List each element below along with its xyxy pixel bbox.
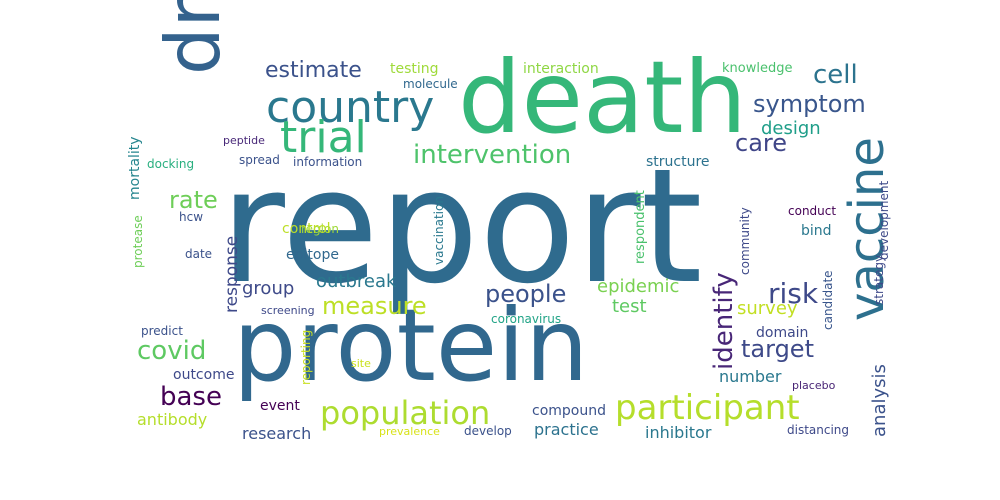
word-date: date [185,247,213,261]
word-respondent: respondent [633,190,648,264]
word-mortality: mortality [127,136,143,200]
word-target: target [741,335,814,363]
word-protease: protease [131,215,145,268]
word-protein: protein [233,287,589,404]
word-screening: screening [261,304,315,317]
word-distancing: distancing [787,423,850,437]
word-conduct: conduct [788,204,837,218]
word-bind: bind [801,223,832,239]
word-hcw: hcw [179,210,204,224]
word-test: test [612,296,647,317]
word-cloud: reportdeathproteindrugvaccinecountrytria… [125,0,895,445]
word-develop: develop [464,424,512,438]
word-inhibitor: inhibitor [645,423,712,442]
word-cell: cell [813,60,858,90]
word-placebo: placebo [792,379,836,392]
word-practice: practice [534,420,599,439]
word-development: development [877,180,891,260]
word-molecule: molecule [403,77,458,91]
word-structure: structure [646,154,710,170]
word-report: report [220,135,703,319]
word-outbreak: outbreak [316,271,397,292]
word-predict: predict [141,324,183,338]
word-outcome: outcome [173,367,235,383]
word-vaccination: vaccination [432,196,446,265]
word-compound: compound [532,403,606,419]
word-research: research [242,424,312,443]
word-number: number [719,367,782,386]
word-rate: rate [169,186,218,214]
word-death: death [458,39,747,156]
word-country: country [266,82,435,133]
word-response: response [222,235,242,313]
word-testing: testing [390,61,439,77]
word-interaction: interaction [523,61,599,77]
word-docking: docking [147,157,195,171]
word-estimate: estimate [265,58,362,83]
word-covid: covid [137,336,207,366]
word-site: site [351,357,371,370]
word-risk: risk [768,277,819,310]
word-base: base [160,382,222,412]
word-domain: domain [756,325,809,341]
word-epitope: epitope [286,247,339,263]
word-participant: participant [615,388,800,428]
word-group: group [242,278,295,299]
word-care: care [735,129,788,157]
word-community: community [738,207,752,275]
word-people: people [485,280,567,308]
word-design: design [761,118,821,139]
word-survey: survey [737,298,798,319]
word-spread: spread [239,153,280,167]
word-candidate: candidate [821,270,835,330]
word-identify: identify [709,272,739,370]
word-reporting: reporting [299,329,313,385]
word-control: control [282,221,331,237]
word-epidemic: epidemic [597,276,680,297]
word-coronavirus: coronavirus [491,312,562,326]
word-information: information [293,155,363,169]
word-drug: drug [149,0,237,75]
word-knowledge: knowledge [722,61,793,76]
word-measure: measure [322,292,427,320]
word-region: region [301,222,339,236]
word-trial: trial [280,112,367,163]
word-antibody: antibody [137,410,208,429]
word-event: event [260,398,300,414]
word-intervention: intervention [413,140,572,170]
word-prevalence: prevalence [379,425,440,438]
word-population: population [320,394,491,432]
word-analysis: analysis [869,364,890,437]
word-strategy: strategy [872,254,886,305]
word-peptide: peptide [223,134,265,147]
word-symptom: symptom [753,90,866,118]
